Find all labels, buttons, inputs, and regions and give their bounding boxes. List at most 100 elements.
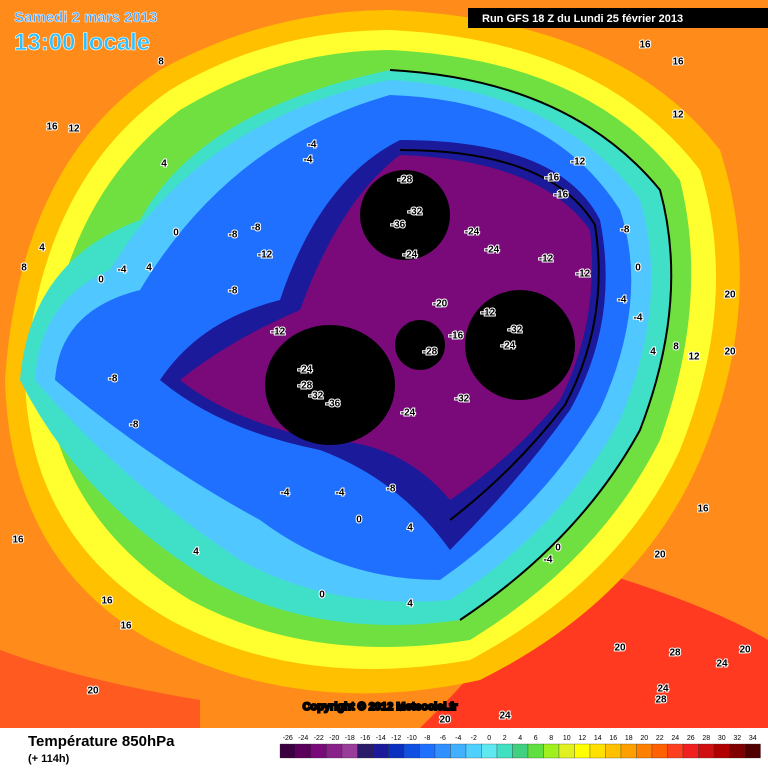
contour-label: -28	[398, 175, 413, 186]
contour-label: 16	[120, 621, 132, 632]
legend-label: 16	[609, 735, 617, 742]
contour-label: 12	[68, 124, 80, 135]
contour-label: 12	[688, 352, 700, 363]
legend-label: 22	[656, 735, 664, 742]
contour-label: -4	[544, 555, 553, 566]
legend-label: -22	[314, 735, 324, 742]
legend-label: 6	[534, 735, 538, 742]
legend-swatch	[496, 743, 513, 759]
contour-label: -24	[465, 227, 480, 238]
contour-label: -8	[621, 225, 630, 236]
copyright: Copyright © 2012 Meteociel.fr	[303, 701, 459, 713]
legend-swatch	[341, 743, 358, 759]
legend-label: 34	[749, 735, 757, 742]
contour-label: 8	[158, 57, 164, 68]
legend-label: -2	[471, 735, 477, 742]
contour-label: -24	[485, 245, 500, 256]
legend-label: 2	[503, 735, 507, 742]
contour-label: 4	[39, 243, 45, 254]
contour-label: -36	[391, 220, 406, 231]
contour-label: -12	[481, 308, 496, 319]
contour-label: -20	[433, 299, 448, 310]
contour-label: 24	[716, 659, 728, 670]
legend-label: -24	[298, 735, 308, 742]
legend-swatch	[512, 743, 529, 759]
legend-swatch	[651, 743, 668, 759]
legend-label: 12	[578, 735, 586, 742]
legend-label: -20	[329, 735, 339, 742]
legend-label: 4	[518, 735, 522, 742]
contour-label: -8	[109, 374, 118, 385]
contour-label: 0	[173, 228, 179, 239]
contour-label: -4	[304, 155, 313, 166]
contour-label: 8	[21, 263, 27, 274]
contour-label: 20	[724, 347, 736, 358]
run: Run GFS 18 Z du Lundi 25 février 2013	[482, 13, 683, 25]
contour-label: 16	[639, 40, 651, 51]
legend-swatch	[698, 743, 715, 759]
legend-label: 0	[487, 735, 491, 742]
contour-label: -32	[455, 394, 470, 405]
legend-swatch	[744, 743, 761, 759]
legend-label: 8	[549, 735, 553, 742]
contour-label: 24	[657, 684, 669, 695]
contour-label: -16	[554, 190, 569, 201]
contour-label: 20	[87, 686, 99, 697]
contour-label: -32	[508, 325, 523, 336]
contour-label: -16	[449, 331, 464, 342]
legend-swatch	[326, 743, 343, 759]
contour-label: 0	[356, 515, 362, 526]
contour-label: -36	[326, 399, 341, 410]
legend-swatch	[450, 743, 467, 759]
legend-swatch	[543, 743, 560, 759]
contour-label: -16	[545, 173, 560, 184]
legend-label: -4	[455, 735, 461, 742]
legend-swatch	[527, 743, 544, 759]
cold-core	[265, 325, 395, 445]
contour-label: -8	[229, 286, 238, 297]
cold-core	[395, 320, 445, 370]
contour-label: -32	[408, 207, 423, 218]
legend-swatch	[403, 743, 420, 759]
legend-label: 28	[702, 735, 710, 742]
contour-label: -4	[118, 265, 127, 276]
contour-label: -4	[336, 488, 345, 499]
legend-swatch	[620, 743, 637, 759]
contour-label: -24	[403, 250, 418, 261]
isotherm	[389, 69, 673, 621]
legend-swatch	[310, 743, 327, 759]
legend-label: -12	[391, 735, 401, 742]
contour-label: 20	[654, 550, 666, 561]
contour-label: -28	[298, 381, 313, 392]
footer-lead: (+ 114h)	[28, 753, 70, 765]
legend-swatch	[682, 743, 699, 759]
contour-label: -28	[423, 347, 438, 358]
contour-label: -4	[618, 295, 627, 306]
legend-label: -18	[345, 735, 355, 742]
contour-label: 20	[439, 715, 451, 726]
contour-label: -12	[258, 250, 273, 261]
contour-label: -8	[387, 484, 396, 495]
legend-swatch	[589, 743, 606, 759]
contour-label: 16	[672, 57, 684, 68]
contour-label: 4	[650, 347, 656, 358]
legend-swatch	[295, 743, 312, 759]
legend-swatch	[713, 743, 730, 759]
contour-label: -4	[634, 313, 643, 324]
time: 13:00 locale	[14, 29, 150, 56]
contour-label: 12	[672, 110, 684, 121]
legend-label: 18	[625, 735, 633, 742]
legend-label: -14	[376, 735, 386, 742]
contour-label: 16	[697, 504, 709, 515]
cold-core	[465, 290, 575, 400]
run-bar	[468, 8, 768, 28]
contour-label: -12	[571, 157, 586, 168]
footer-title: Température 850hPa	[28, 733, 175, 750]
contour-label: -24	[501, 341, 516, 352]
legend-label: -6	[440, 735, 446, 742]
legend-swatch	[357, 743, 374, 759]
contour-label: 4	[407, 523, 413, 534]
contour-label: 16	[46, 122, 58, 133]
legend-label: 32	[733, 735, 741, 742]
